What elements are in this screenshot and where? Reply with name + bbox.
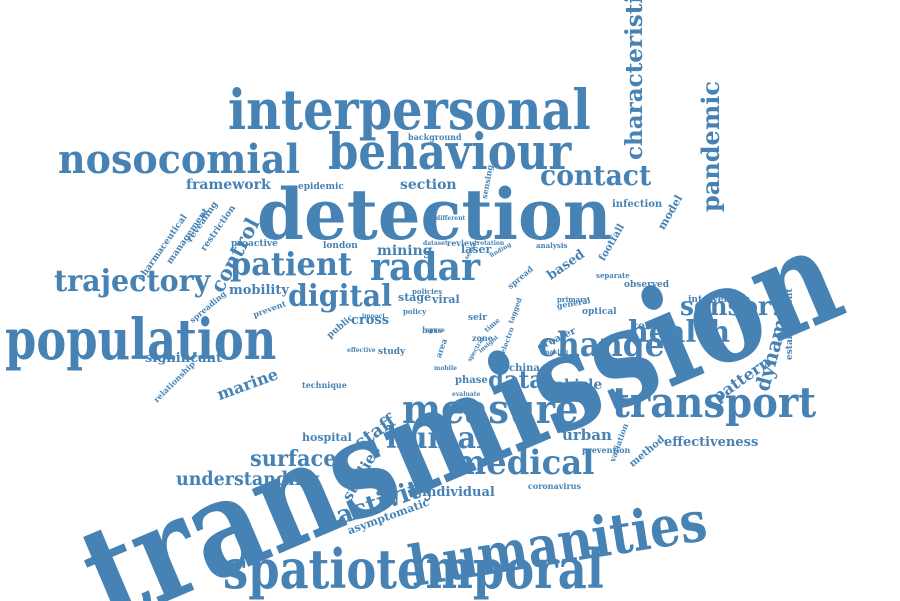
word-spread: spread (505, 263, 535, 291)
word-contain: contain (632, 321, 675, 332)
word-primary: primary (557, 295, 588, 304)
word-interpersonal: interpersonal (228, 77, 591, 142)
word-patient: patient (230, 245, 353, 283)
word-medical: medical (452, 443, 595, 483)
word-seir: seir (468, 313, 487, 323)
word-haxs: haxs (422, 325, 443, 335)
word-significant: significant (145, 351, 222, 366)
word-coronavirus: coronavirus (528, 481, 581, 491)
word-establishment: establishment (785, 288, 795, 360)
word-proactive: proactive (231, 239, 278, 249)
word-mobility: mobility (229, 283, 289, 298)
word-infection: infection (612, 199, 663, 210)
word-mining: mining (377, 243, 433, 259)
word-viral: viral (432, 293, 460, 306)
word-impact: impact (362, 313, 386, 320)
word-optical: optical (582, 307, 617, 317)
word-individual: individual (422, 485, 495, 500)
word-effective: effective (347, 347, 376, 354)
word-nosocomial: nosocomial (58, 136, 300, 183)
word-detection: detection (257, 173, 612, 256)
word-study: study (378, 347, 406, 357)
word-sensor: sensor (680, 292, 771, 322)
word-zone: zone (472, 333, 493, 343)
word-health: health (628, 315, 731, 350)
word-pandemic: pandemic (696, 81, 725, 212)
word-radar: radar (370, 244, 481, 289)
word-dataset: dataset (423, 240, 448, 247)
word-hospital: hospital (302, 431, 352, 444)
word-cross: cross (351, 313, 390, 328)
word-mobile: mobile (434, 365, 457, 372)
word-laser: laser (461, 243, 492, 256)
word-observed: observed (624, 280, 670, 290)
word-policies: policies (412, 287, 443, 296)
word-transport: transport (612, 378, 817, 427)
word-space: space (426, 327, 445, 334)
word-urban: urban (562, 426, 612, 444)
word-stage: stage (398, 291, 432, 304)
word-rotation: rotation (477, 240, 505, 247)
word-spatiotemporal: spatiotemporal (223, 537, 604, 601)
word-change: change (538, 325, 665, 365)
word-technique: technique (302, 380, 347, 390)
word-human: human (386, 421, 497, 456)
word-characteristic: characteristic (621, 0, 648, 160)
word-section: section (400, 177, 457, 193)
word-surface: surface (250, 446, 337, 472)
word-framework: framework (186, 177, 271, 193)
word-effectiveness: effectiveness (664, 435, 759, 450)
word-making: making (543, 349, 569, 356)
word-contact: contact (540, 159, 652, 192)
word-prevention: prevention (582, 445, 631, 455)
word-different: different (436, 215, 466, 222)
word-separate: separate (596, 271, 630, 280)
word-background: background (408, 132, 462, 142)
word-method: method (627, 433, 667, 470)
word-epidemic: epidemic (298, 182, 344, 192)
word-measure: measure (402, 386, 579, 433)
word-evaluate: evaluate (452, 391, 481, 398)
word-london: london (323, 241, 358, 251)
word-policy: policy (403, 307, 427, 316)
word-analysis: analysis (536, 241, 568, 250)
word-review: review (447, 238, 476, 248)
word-vehicle: vehicle (547, 377, 603, 393)
word-population: population (5, 307, 277, 373)
word-intervention: intervention (688, 295, 751, 305)
word-understanding: understanding (176, 468, 320, 490)
word-china: china (509, 363, 540, 374)
word-phase: phase (455, 375, 488, 386)
word-data: data (488, 365, 545, 394)
word-behaviour: behaviour (328, 122, 572, 181)
word-digital: digital (288, 279, 392, 314)
word-trajectory: trajectory (54, 264, 211, 299)
